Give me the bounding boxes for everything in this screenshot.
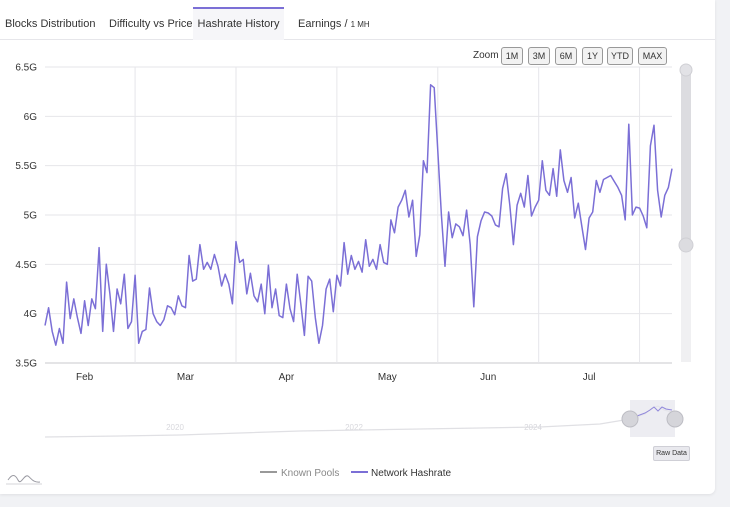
legend: Known Pools Network Hashrate — [260, 468, 451, 479]
y-tick-label: 4.5G — [15, 260, 37, 271]
y-tick-label: 4G — [24, 309, 38, 320]
y-tick-label: 5.5G — [15, 161, 37, 172]
zoom-1y-button[interactable]: 1Y — [582, 47, 603, 65]
x-tick-label: Feb — [76, 372, 94, 383]
zoom-max-button[interactable]: MAX — [638, 47, 667, 65]
x-tick-label: Mar — [177, 372, 195, 383]
navigator-handle-right[interactable] — [666, 410, 684, 428]
zoom-3m-button[interactable]: 3M — [528, 47, 550, 65]
y-tick-label: 5G — [24, 211, 38, 222]
navigator-handle-left[interactable] — [621, 410, 639, 428]
hashrate-chart: 3.5G 4G 4.5G 5G 5.5G 6G 6.5G Feb Mar Apr May Jun Ju… — [6, 63, 694, 485]
zoom-ytd-button[interactable]: YTD — [607, 47, 633, 65]
chart-tabs: Blocks Distribution Difficulty vs Price … — [0, 7, 715, 40]
tab-difficulty-vs-price[interactable]: Difficulty vs Price — [109, 7, 193, 38]
vertical-scrollbar[interactable] — [678, 63, 694, 362]
navigator[interactable]: 2020 2022 2024 — [44, 397, 684, 439]
navigator-year-label: 2020 — [166, 423, 184, 432]
navigator-selection-line — [629, 406, 673, 420]
chart-logo-icon — [6, 475, 42, 485]
zoom-1m-button[interactable]: 1M — [501, 47, 523, 65]
scrollbar-handle-top[interactable] — [679, 63, 693, 77]
chart-card: Blocks Distribution Difficulty vs Price … — [0, 0, 715, 494]
tab-label-unit: 1 MH — [350, 20, 370, 29]
grid-lines — [45, 66, 672, 364]
zoom-6m-button[interactable]: 6M — [555, 47, 577, 65]
legend-label: Network Hashrate — [371, 468, 451, 479]
x-tick-label: Jul — [583, 372, 596, 383]
y-tick-label: 6G — [24, 112, 38, 123]
network-hashrate-line — [44, 84, 673, 346]
tab-earnings[interactable]: Earnings / 1 MH — [298, 7, 370, 38]
y-axis-tick-labels: 3.5G 4G 4.5G 5G 5.5G 6G 6.5G — [15, 63, 37, 370]
tab-hashrate-history[interactable]: Hashrate History — [193, 7, 284, 40]
y-tick-label: 3.5G — [15, 359, 37, 370]
x-tick-label: Jun — [480, 372, 496, 383]
scrollbar-thumb[interactable] — [681, 70, 691, 245]
tab-label: Difficulty vs Price — [109, 18, 193, 30]
zoom-label: Zoom — [473, 50, 499, 61]
navigator-year-label: 2024 — [524, 423, 542, 432]
legend-label: Known Pools — [281, 468, 339, 479]
x-tick-label: May — [378, 372, 397, 383]
tab-label: Earnings / — [298, 18, 351, 30]
legend-item-network-hashrate[interactable]: Network Hashrate — [351, 468, 451, 479]
x-tick-label: Apr — [279, 372, 295, 383]
y-tick-label: 6.5G — [15, 63, 37, 74]
tab-label: Blocks Distribution — [5, 18, 96, 30]
legend-item-known-pools[interactable]: Known Pools — [260, 468, 339, 479]
tab-label: Hashrate History — [197, 18, 280, 30]
scrollbar-handle-bottom[interactable] — [678, 237, 694, 253]
raw-data-button[interactable]: Raw Data — [653, 446, 690, 461]
x-axis-tick-labels: Feb Mar Apr May Jun Jul — [76, 372, 595, 383]
navigator-year-label: 2022 — [345, 423, 363, 432]
zoom-controls: Zoom — [0, 47, 499, 65]
tab-blocks-distribution[interactable]: Blocks Distribution — [5, 7, 95, 38]
